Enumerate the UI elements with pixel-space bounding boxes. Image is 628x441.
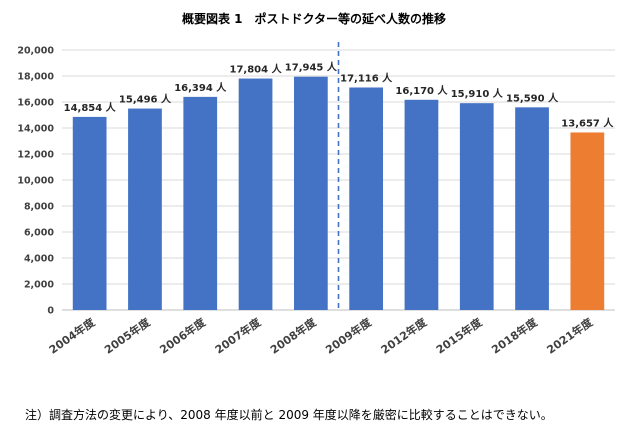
y-tick-label: 4,000: [24, 254, 54, 265]
x-tick-label: 2004年度: [46, 314, 98, 356]
data-label: 17,804 人: [230, 63, 283, 76]
y-axis-ticks: 0 2,000 4,000 6,000 8,000 10,000 12,000 14,000 1…: [17, 46, 54, 317]
data-label: 15,910 人: [451, 87, 504, 100]
y-tick-label: 0: [47, 306, 54, 317]
y-tick-label: 20,000: [17, 46, 54, 57]
bar-2012年度: [404, 99, 439, 310]
bar-2008年度: [293, 76, 328, 310]
data-label: 17,945 人: [285, 61, 338, 74]
x-tick-label: 2005年度: [102, 314, 154, 356]
x-tick-label: 2021年度: [544, 314, 596, 356]
y-tick-label: 12,000: [17, 150, 54, 161]
data-labels: 14,854 人15,496 人16,394 人17,804 人 17,945 人…: [64, 61, 615, 130]
bar-2018年度: [515, 107, 549, 310]
data-label: 13,657 人: [561, 116, 614, 129]
data-label: 16,394 人: [174, 81, 227, 94]
x-tick-label: 2012年度: [378, 314, 430, 356]
bar-2004年度: [72, 116, 107, 310]
bar-2006年度: [183, 96, 218, 311]
bars: [72, 76, 605, 311]
bar-2021年度: [570, 132, 605, 310]
bar-2009年度: [349, 87, 384, 310]
bar-2015年度: [459, 103, 494, 310]
bar-chart: 0 2,000 4,000 6,000 8,000 10,000 12,000 14,000 1…: [17, 42, 615, 357]
y-tick-label: 6,000: [24, 228, 54, 239]
bar-2005年度: [128, 108, 162, 310]
y-tick-label: 16,000: [17, 98, 54, 109]
data-label: 15,590 人: [506, 91, 559, 104]
y-tick-label: 18,000: [17, 72, 54, 83]
bar-2007年度: [238, 78, 273, 310]
data-label: 16,170 人: [395, 84, 448, 97]
x-tick-label: 2015年度: [433, 314, 485, 356]
data-label: 15,496 人: [119, 93, 172, 106]
data-label: 17,116 人: [340, 71, 393, 84]
data-label: 14,854 人: [64, 101, 117, 114]
chart-title: 概要図表 1 ポストドクター等の延べ人数の推移: [181, 12, 447, 26]
x-tick-label: 2007年度: [212, 314, 264, 356]
footnote: 注）調査方法の変更により、2008 年度以前と 2009 年度以降を厳密に比較す…: [25, 408, 553, 422]
y-tick-label: 2,000: [24, 280, 54, 291]
x-tick-label: 2018年度: [489, 314, 541, 356]
y-tick-label: 14,000: [17, 124, 54, 135]
x-tick-label: 2008年度: [267, 314, 319, 356]
y-tick-label: 10,000: [17, 176, 54, 187]
x-axis-ticks: 2004年度 2005年度 2006年度 2007年度 2008年度 2009年度 2012…: [46, 314, 596, 356]
y-tick-label: 8,000: [24, 202, 54, 213]
x-tick-label: 2006年度: [157, 314, 209, 356]
x-tick-label: 2009年度: [323, 314, 375, 356]
